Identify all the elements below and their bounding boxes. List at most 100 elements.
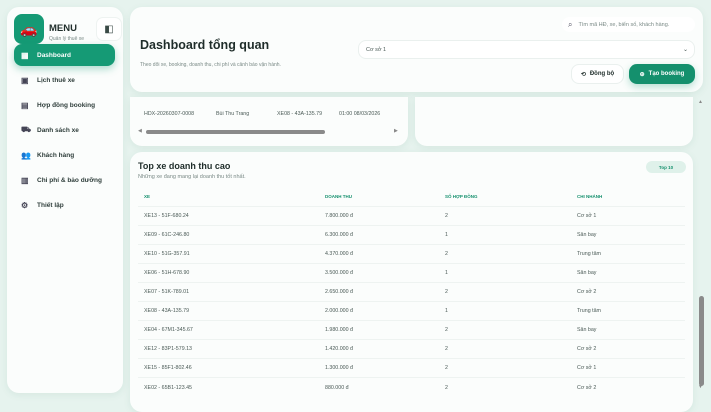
table-cell: 7.800.000 đ — [319, 205, 439, 226]
table-cell: 2 — [439, 358, 571, 378]
scrollbar-thumb[interactable] — [699, 296, 704, 386]
table-cell: 2 — [439, 205, 571, 226]
table-cell: Sân bay — [571, 224, 685, 245]
column-header: DOANH THU — [325, 194, 352, 200]
table-cell: Trung tâm — [571, 300, 685, 321]
table-cell: 1.300.000 đ — [319, 358, 439, 378]
sync-label: Đồng bộ — [589, 71, 615, 77]
sidebar: 🚗 MENU Quản lý thuê xe ◧ ▦ Dashboard ▣ Lịc… — [7, 7, 123, 393]
table-cell: 2.000.000 đ — [319, 300, 439, 321]
table-cell: Sân bay — [571, 320, 685, 340]
sidebar-item-label: Danh sách xe — [37, 126, 79, 134]
sidebar-item-dashboard[interactable]: ▦ Dashboard — [14, 44, 115, 66]
sidebar-item-contracts[interactable]: ▤ Hợp đồng booking — [14, 94, 115, 116]
scroll-left-icon[interactable]: ◀ — [138, 128, 142, 134]
table-cell: 1.980.000 đ — [319, 320, 439, 340]
table-cell: XE09 - 61C-246.80 — [138, 224, 319, 245]
menu-subtitle: Quản lý thuê xe — [49, 36, 85, 42]
table-cell: Trung tâm — [571, 243, 685, 264]
table-cell: XE12 - 83P1-579.13 — [138, 339, 319, 359]
table-cell: 2 — [439, 243, 571, 264]
section-subtitle: Những xe đang mang lại doanh thu tốt nhấ… — [138, 174, 246, 180]
booking-customer: Bùi Thu Trang — [216, 111, 250, 117]
booking-vehicle: XE08 - 43A-135.79 — [277, 111, 323, 117]
scroll-right-icon[interactable]: ▶ — [394, 128, 398, 134]
sidebar-item-label: Hợp đồng booking — [37, 101, 96, 109]
menu-title: MENU — [49, 23, 77, 34]
table-cell: 880.000 đ — [319, 377, 439, 397]
table-cell: 2 — [439, 281, 571, 302]
create-booking-button[interactable]: ⊕ Tạo booking — [629, 64, 695, 84]
table-cell: XE07 - 51K-789.01 — [138, 281, 319, 302]
page-header: Dashboard tổng quan Theo dõi xe, booking… — [130, 7, 703, 92]
sidebar-item-calendar[interactable]: ▣ Lịch thuê xe — [14, 69, 115, 91]
users-icon: 👥 — [21, 150, 31, 160]
chevron-down-icon: ⌄ — [682, 47, 688, 53]
table-cell: XE10 - 51G-357.91 — [138, 243, 319, 264]
top-badge: Top 10 — [646, 161, 686, 173]
page-title: Dashboard tổng quan — [140, 38, 270, 52]
table-cell: XE15 - 85F1-802.46 — [138, 358, 319, 378]
plus-circle-icon: ⊕ — [639, 71, 645, 78]
search-input[interactable]: ⌕ Tìm mã HĐ, xe, biển số, khách hàng. — [562, 17, 695, 32]
table-cell: 1.420.000 đ — [319, 339, 439, 359]
table-row: XE13 - 51F-680.24 7.800.000 đ 2 Cơ sở 1 — [138, 205, 685, 226]
calendar-icon: ▣ — [21, 75, 29, 85]
table-cell: Cơ sở 1 — [571, 358, 685, 378]
horizontal-scrollbar[interactable]: ◀ ▶ — [138, 128, 400, 135]
section-title: Top xe doanh thu cao — [138, 161, 231, 171]
top-vehicles-table: XE DOANH THU SỐ HỢP ĐỒNG CHI NHÁNH XE13 … — [138, 188, 685, 397]
receipt-icon: ▥ — [21, 175, 29, 185]
table-cell: Cơ sở 1 — [571, 205, 685, 226]
table-cell: XE06 - 51H-678.90 — [138, 262, 319, 283]
table-row: XE08 - 43A-135.79 2.000.000 đ 1 Trung tâm — [138, 300, 685, 321]
table-cell: 4.370.000 đ — [319, 243, 439, 264]
top-vehicles-card: Top xe doanh thu cao Những xe đang mang … — [130, 152, 693, 412]
sidebar-item-label: Chi phí & bảo dưỡng — [37, 176, 102, 184]
side-card — [415, 97, 693, 146]
sidebar-item-label: Dashboard — [37, 51, 71, 59]
truck-icon: ⛟ — [21, 125, 32, 134]
booking-code: HDX-20260307-0008 — [144, 111, 195, 117]
branch-select[interactable]: Cơ sở 1 ⌄ — [358, 40, 695, 59]
scrollbar-thumb[interactable] — [146, 130, 325, 134]
table-row: XE10 - 51G-357.91 4.370.000 đ 2 Trung tâm — [138, 243, 685, 264]
table-cell: 1 — [439, 300, 571, 321]
table-cell: Cơ sở 2 — [571, 281, 685, 302]
grid-icon: ▦ — [21, 50, 29, 60]
sidebar-item-label: Khách hàng — [37, 151, 75, 159]
table-cell: 3.500.000 đ — [319, 262, 439, 283]
table-cell: 1 — [439, 262, 571, 283]
scroll-down-icon[interactable]: ▼ — [698, 384, 703, 390]
column-header: CHI NHÁNH — [577, 194, 603, 200]
table-cell: Cơ sở 2 — [571, 339, 685, 359]
document-icon: ▤ — [21, 100, 29, 110]
table-row: XE09 - 61C-246.80 6.300.000 đ 1 Sân bay — [138, 224, 685, 245]
page-scrollbar[interactable]: ▲ ▼ — [697, 97, 707, 393]
table-cell: 2 — [439, 320, 571, 340]
page-subtitle: Theo dõi xe, booking, doanh thu, chi phí… — [140, 62, 281, 68]
sidebar-item-customers[interactable]: 👥 Khách hàng — [14, 144, 115, 166]
sidebar-toggle-icon[interactable]: ◧ — [96, 17, 122, 41]
table-cell: 2.650.000 đ — [319, 281, 439, 302]
car-icon: 🚗 — [14, 14, 44, 44]
branch-selected: Cơ sở 1 — [366, 46, 387, 53]
table-cell: 1 — [439, 224, 571, 245]
create-booking-label: Tạo booking — [648, 71, 685, 77]
sidebar-item-vehicles[interactable]: ⛟ Danh sách xe — [14, 119, 115, 141]
table-cell: 6.300.000 đ — [319, 224, 439, 245]
search-placeholder: Tìm mã HĐ, xe, biển số, khách hàng. — [578, 21, 670, 28]
table-cell: XE08 - 43A-135.79 — [138, 300, 319, 321]
booking-time: 01:00 08/03/2026 — [339, 111, 381, 117]
gear-icon: ⚙ — [21, 200, 29, 210]
table-cell: XE04 - 67M1-345.67 — [138, 320, 319, 340]
scroll-up-icon[interactable]: ▲ — [698, 99, 703, 105]
search-icon: ⌕ — [568, 19, 573, 29]
sidebar-item-settings[interactable]: ⚙ Thiết lập — [14, 194, 115, 216]
sync-button[interactable]: ⟲ Đồng bộ — [571, 64, 624, 84]
sidebar-item-costs[interactable]: ▥ Chi phí & bảo dưỡng — [14, 169, 115, 191]
table-cell: Sân bay — [571, 262, 685, 283]
column-header: XE — [144, 194, 151, 200]
table-row: XE15 - 85F1-802.46 1.300.000 đ 2 Cơ sở 1 — [138, 358, 685, 378]
table-row: XE06 - 51H-678.90 3.500.000 đ 1 Sân bay — [138, 262, 685, 283]
